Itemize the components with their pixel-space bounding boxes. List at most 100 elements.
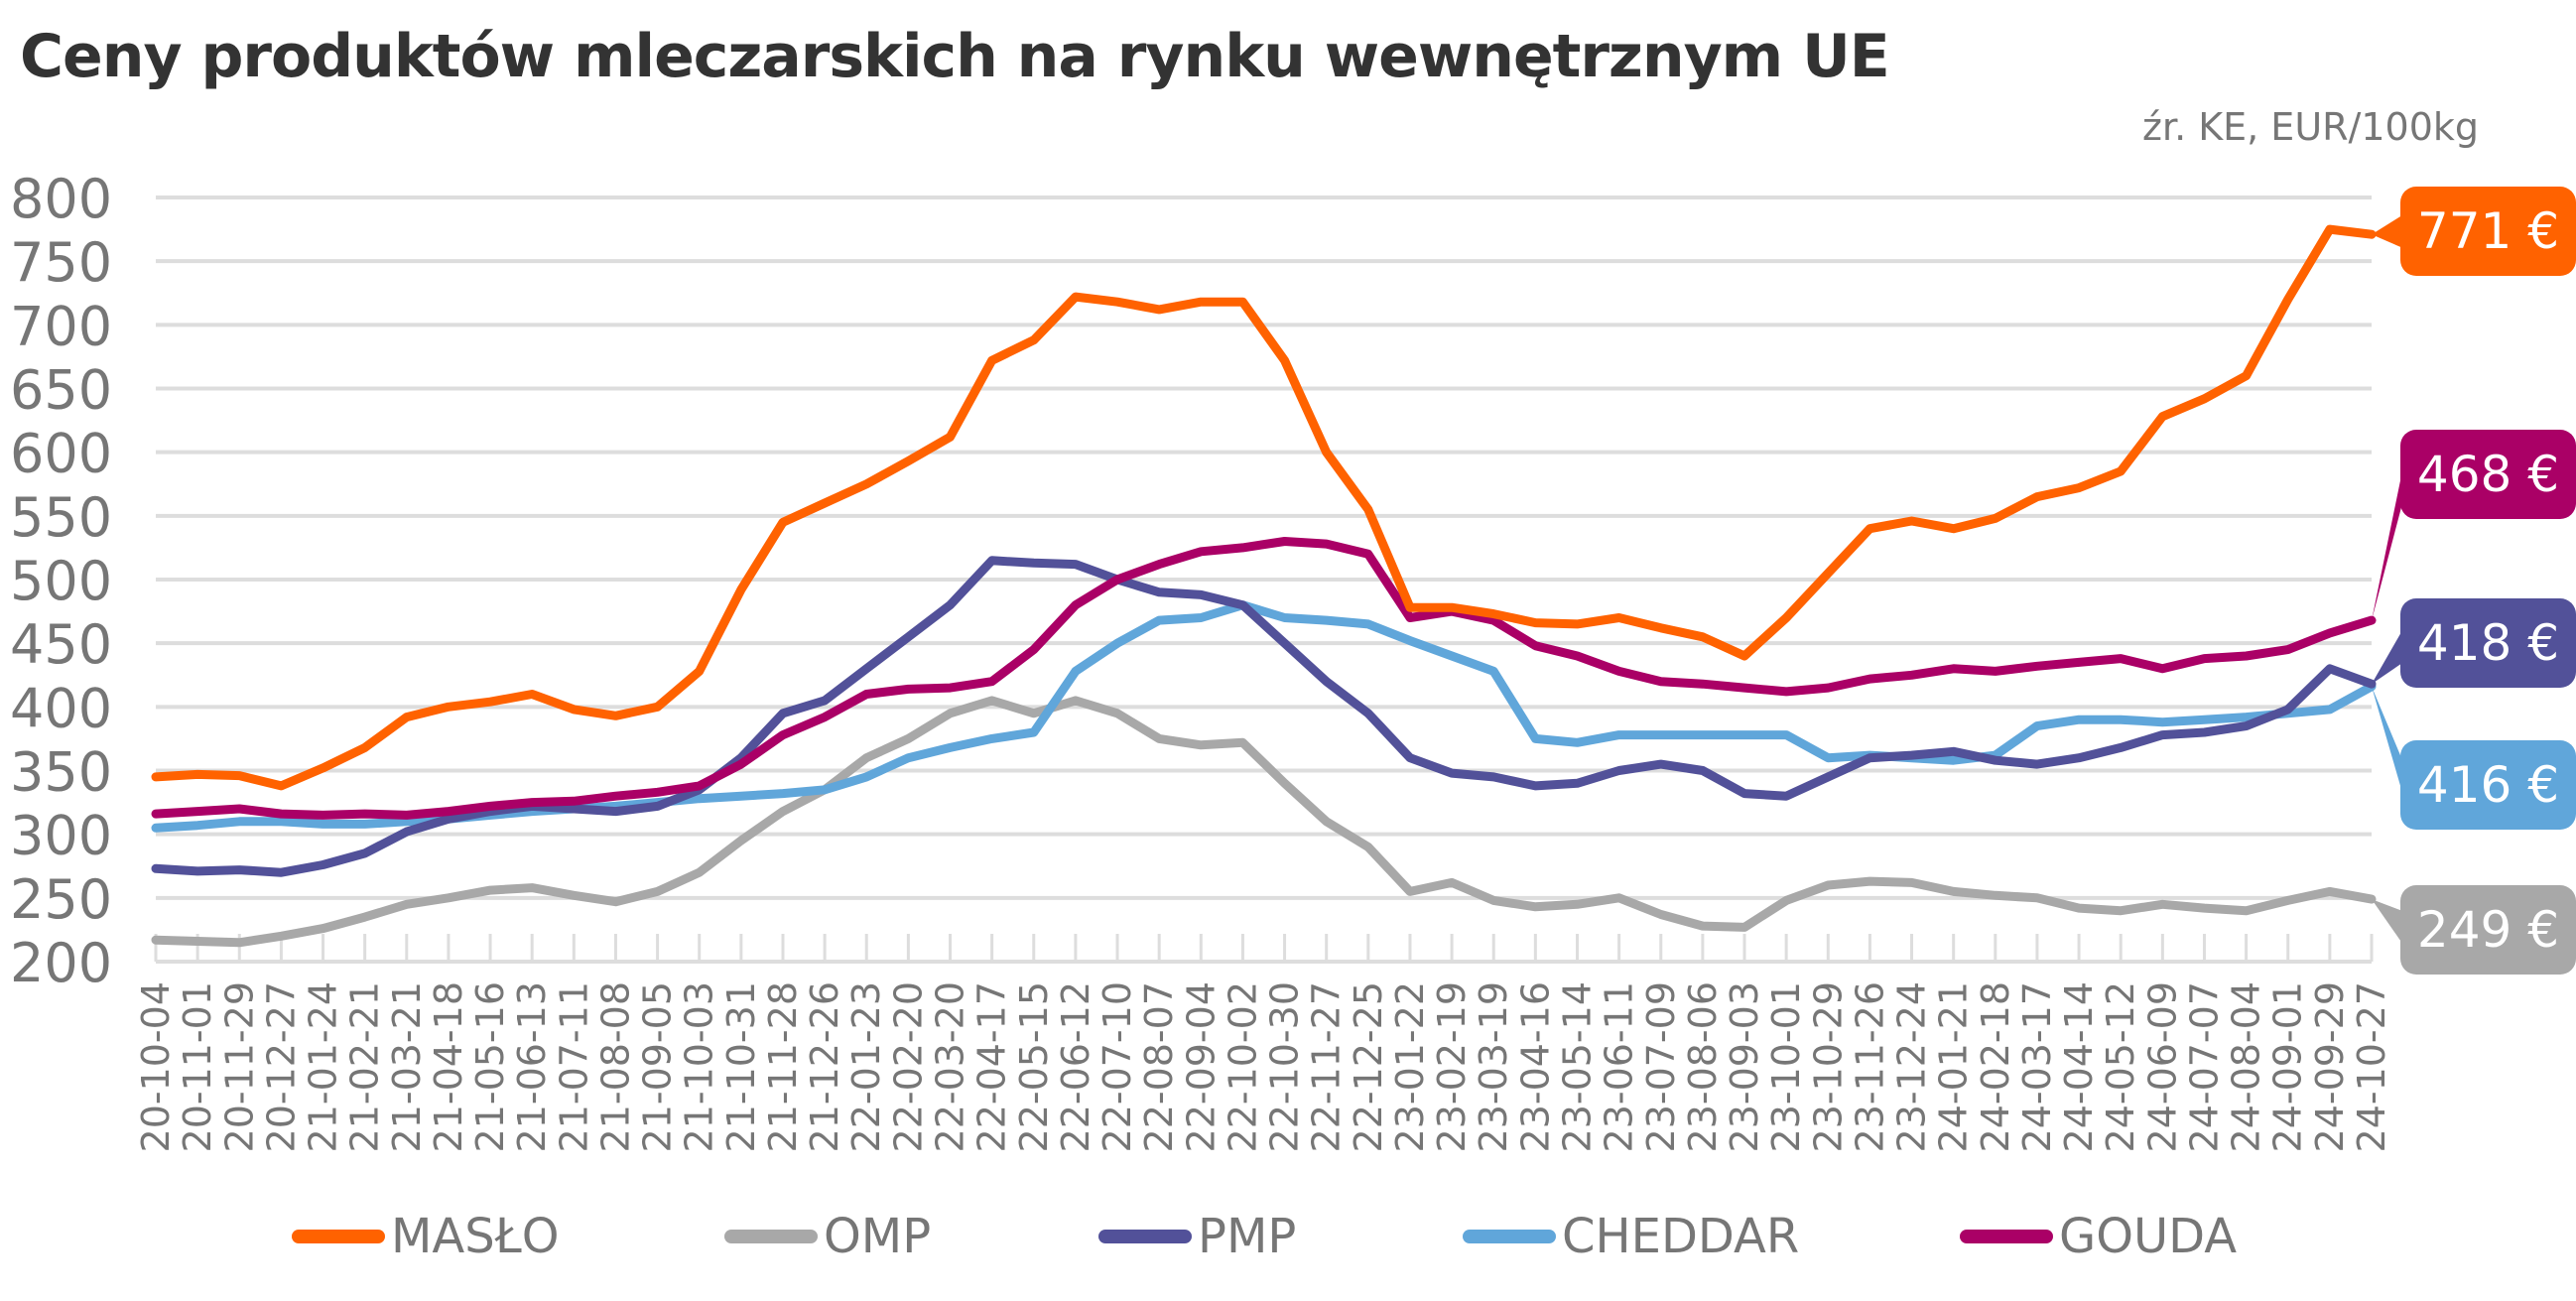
x-tick-label: 24-09-01 (2266, 981, 2310, 1152)
callout-box (2400, 430, 2576, 519)
callout-box (2400, 598, 2576, 688)
y-tick-label: 300 (10, 805, 112, 867)
x-tick-label: 23-12-24 (1890, 981, 1934, 1152)
x-tick-label: 21-10-31 (719, 981, 763, 1152)
series-line-gouda (151, 537, 2377, 820)
y-tick-label: 400 (10, 677, 112, 739)
x-tick-label: 22-10-02 (1221, 981, 1264, 1152)
x-tick-label: 21-02-21 (343, 981, 387, 1152)
y-tick-label: 550 (10, 486, 112, 549)
callout-pointer (2372, 686, 2405, 803)
legend-label: PMP (1198, 1209, 1297, 1264)
legend-swatch-pmp (1098, 1230, 1192, 1243)
legend-item-gouda[interactable]: GOUDA (1960, 1209, 2237, 1264)
x-tick-label: 22-05-15 (1012, 981, 1056, 1152)
y-tick-label: 750 (10, 231, 112, 294)
chart-subtitle: źr. KE, EUR/100kg (2141, 105, 2479, 149)
legend-item-pmp[interactable]: PMP (1098, 1209, 1296, 1264)
x-tick-label: 21-10-03 (678, 981, 721, 1152)
y-tick-label: 350 (10, 741, 112, 804)
x-tick-label: 20-12-27 (259, 981, 303, 1152)
series-line-cheddar (151, 600, 2377, 833)
x-tick-label: 24-03-17 (2015, 981, 2059, 1152)
x-tick-label: 24-01-21 (1932, 981, 1976, 1152)
x-tick-label: 23-08-06 (1681, 981, 1725, 1152)
x-tick-label: 22-03-20 (929, 981, 972, 1152)
x-tick-label: 21-05-16 (468, 981, 512, 1152)
y-tick-label: 200 (10, 932, 112, 994)
legend-label: OMP (824, 1209, 932, 1264)
legend-label: CHEDDAR (1562, 1209, 1800, 1264)
x-tick-label: 21-08-08 (593, 981, 637, 1152)
x-tick-label: 23-01-22 (1388, 981, 1432, 1152)
x-tick-label: 23-03-19 (1472, 981, 1515, 1152)
x-tick-label: 23-10-29 (1806, 981, 1850, 1152)
legend-item-cheddar[interactable]: CHEDDAR (1463, 1209, 1799, 1264)
legend-swatch-gouda (1960, 1230, 2053, 1243)
x-tick-label: 22-04-17 (970, 981, 1014, 1152)
callout-cheddar: 416 € (2372, 686, 2576, 830)
series-line-maslo (151, 224, 2377, 791)
y-tick-label: 500 (10, 550, 112, 612)
x-tick-label: 21-01-24 (302, 981, 345, 1152)
callout-pointer (2372, 456, 2405, 621)
callout-value: 416 € (2417, 756, 2559, 814)
chart-title: Ceny produktów mleczarskich na rynku wew… (20, 22, 1890, 91)
legend-swatch-maslo (292, 1230, 385, 1243)
x-tick-label: 23-11-26 (1848, 981, 1891, 1152)
series-line-omp (151, 696, 2377, 948)
x-tick-label: 22-10-30 (1263, 981, 1307, 1152)
x-tick-label: 22-06-12 (1054, 981, 1097, 1152)
x-tick-label: 21-09-05 (636, 981, 680, 1152)
legend-swatch-omp (724, 1230, 818, 1243)
x-tick-label: 21-04-18 (427, 981, 470, 1152)
callout-value: 249 € (2417, 901, 2559, 959)
legend-swatch-cheddar (1463, 1230, 1556, 1243)
callout-pointer (2372, 899, 2405, 948)
legend-label: GOUDA (2059, 1209, 2238, 1264)
x-tick-label: 22-09-04 (1179, 981, 1223, 1152)
callout-pointer (2372, 213, 2405, 249)
x-tick-label: 20-11-01 (176, 981, 219, 1152)
callout-value: 418 € (2417, 614, 2559, 672)
x-tick-label: 22-08-07 (1137, 981, 1181, 1152)
y-tick-label: 600 (10, 423, 112, 485)
x-tick-label: 23-07-09 (1639, 981, 1683, 1152)
gridlines (156, 195, 2372, 964)
x-tick-label: 24-06-09 (2140, 981, 2184, 1152)
x-tick-label: 21-06-13 (510, 981, 554, 1152)
x-tick-label: 24-02-18 (1974, 981, 2017, 1152)
callout-pointer (2372, 625, 2405, 685)
legend-item-maslo[interactable]: MASŁO (292, 1209, 559, 1264)
x-tick-label: 23-09-03 (1723, 981, 1766, 1152)
callout-value: 468 € (2417, 446, 2559, 503)
legend-item-omp[interactable]: OMP (724, 1209, 931, 1264)
x-tick-label: 22-01-23 (844, 981, 888, 1152)
x-tick-label: 21-12-26 (803, 981, 846, 1152)
callout-box (2400, 187, 2576, 276)
x-tick-label: 24-04-14 (2057, 981, 2101, 1152)
callout-maslo: 771 € (2372, 187, 2576, 276)
callout-gouda: 468 € (2372, 430, 2576, 621)
x-tick-label: 21-03-21 (385, 981, 429, 1152)
x-tick-label: 22-02-20 (886, 981, 930, 1152)
callout-value: 771 € (2417, 202, 2559, 260)
legend: MASŁO OMP PMP CHEDDAR GOUDA (0, 1209, 2576, 1278)
legend-label: MASŁO (391, 1209, 560, 1264)
x-tick-label: 24-07-07 (2182, 981, 2226, 1152)
x-axis: 20-10-0420-11-0120-11-2920-12-2721-01-24… (134, 934, 2393, 1152)
x-tick-label: 24-10-27 (2350, 981, 2393, 1152)
y-tick-label: 450 (10, 613, 112, 676)
callout-box (2400, 740, 2576, 830)
callout-pmp: 418 € (2372, 598, 2576, 688)
x-tick-label: 24-05-12 (2099, 981, 2142, 1152)
x-tick-label: 20-10-04 (134, 981, 178, 1152)
x-tick-label: 22-07-10 (1095, 981, 1139, 1152)
x-tick-label: 23-04-16 (1513, 981, 1557, 1152)
x-tick-label: 23-10-01 (1764, 981, 1808, 1152)
x-tick-label: 23-06-11 (1598, 981, 1641, 1152)
y-tick-label: 800 (10, 168, 112, 230)
x-tick-label: 24-09-29 (2308, 981, 2352, 1152)
